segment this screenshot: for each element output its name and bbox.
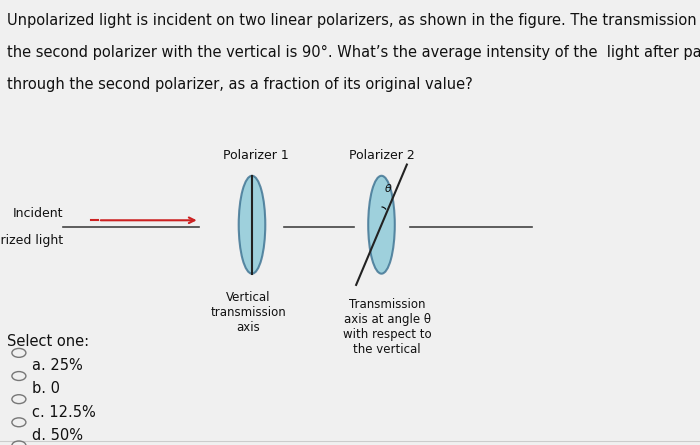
Text: a. 25%: a. 25% <box>32 358 83 373</box>
Text: b. 0: b. 0 <box>32 381 60 396</box>
Text: Polarizer 1: Polarizer 1 <box>223 150 288 162</box>
Text: Unpolarized light is incident on two linear polarizers, as shown in the figure. : Unpolarized light is incident on two lin… <box>7 13 700 28</box>
Text: c. 12.5%: c. 12.5% <box>32 405 95 420</box>
Text: θ: θ <box>384 184 391 194</box>
Ellipse shape <box>368 176 395 274</box>
Text: Polarizer 2: Polarizer 2 <box>349 150 414 162</box>
Text: Transmission
axis at angle θ
with respect to
the vertical: Transmission axis at angle θ with respec… <box>343 298 431 356</box>
Text: d. 50%: d. 50% <box>32 428 83 443</box>
Text: the second polarizer with the vertical is 90°. What’s the average intensity of t: the second polarizer with the vertical i… <box>7 45 700 61</box>
Ellipse shape <box>239 176 265 274</box>
Text: through the second polarizer, as a fraction of its original value?: through the second polarizer, as a fract… <box>7 77 472 93</box>
Text: unpolarized light: unpolarized light <box>0 234 63 247</box>
Text: Incident: Incident <box>13 207 63 220</box>
Text: Vertical
transmission
axis: Vertical transmission axis <box>211 291 286 335</box>
Text: Select one:: Select one: <box>7 334 89 349</box>
